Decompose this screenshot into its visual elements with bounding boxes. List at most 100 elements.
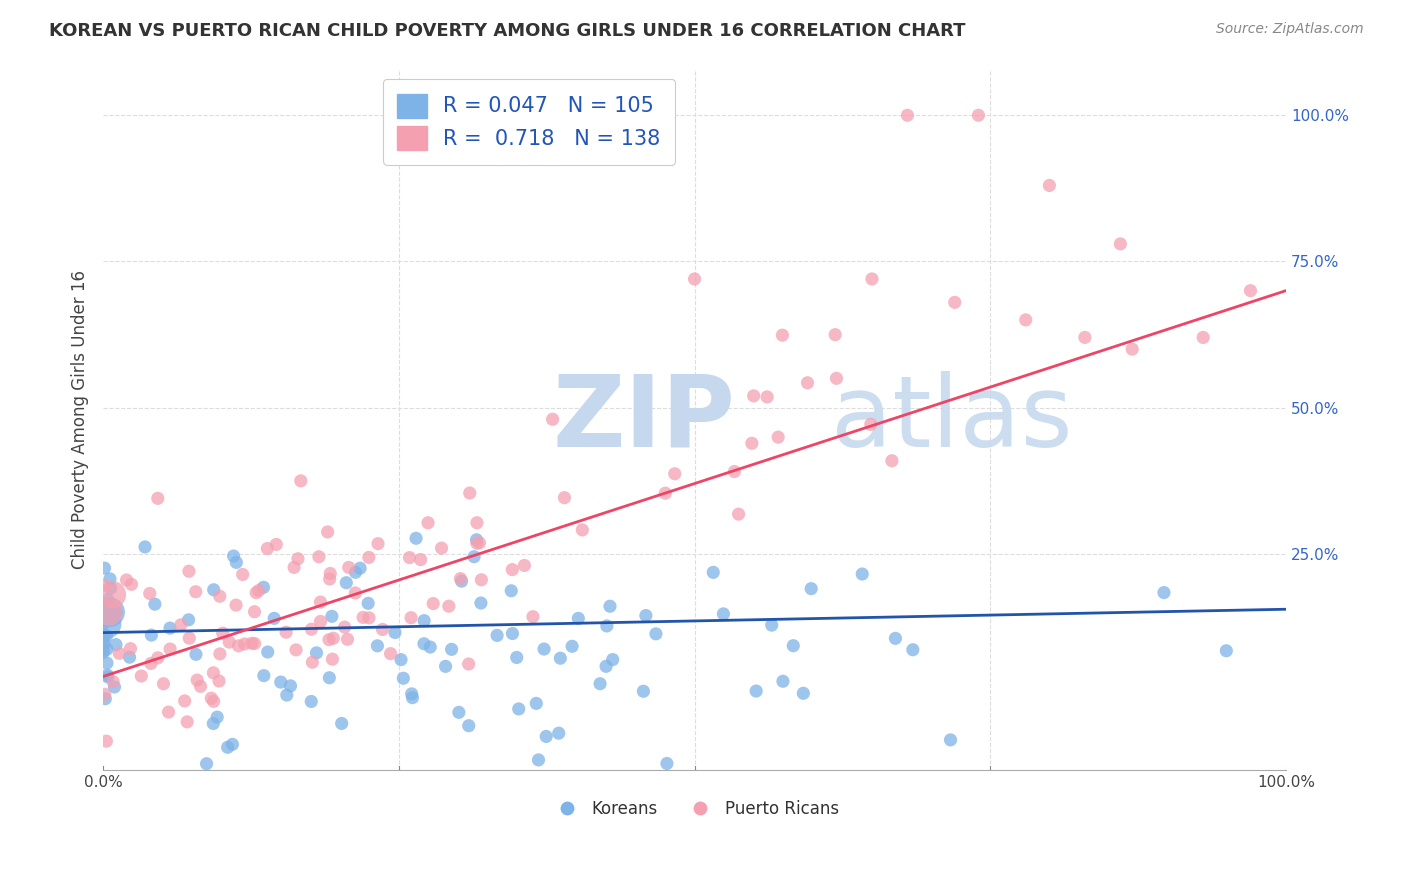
Point <box>299 622 322 636</box>
Point <box>501 563 523 577</box>
Point <box>222 549 245 563</box>
Point <box>105 605 128 619</box>
Point <box>274 625 297 640</box>
Point <box>91 616 114 631</box>
Point <box>93 561 115 575</box>
Point <box>190 679 212 693</box>
Point <box>218 635 240 649</box>
Point <box>177 564 200 578</box>
Point <box>1121 342 1143 356</box>
Point <box>860 272 883 286</box>
Point <box>880 454 903 468</box>
Point <box>413 614 436 628</box>
Point <box>159 621 181 635</box>
Point <box>184 584 207 599</box>
Point <box>280 679 302 693</box>
Point <box>727 507 749 521</box>
Text: ZIP: ZIP <box>553 371 735 467</box>
Point <box>208 589 231 603</box>
Point <box>440 642 463 657</box>
Point <box>100 581 122 595</box>
Point <box>202 582 225 597</box>
Text: Source: ZipAtlas.com: Source: ZipAtlas.com <box>1216 22 1364 37</box>
Point <box>305 646 328 660</box>
Point <box>202 694 225 708</box>
Point <box>221 737 243 751</box>
Point <box>232 567 254 582</box>
Point <box>93 635 115 649</box>
Point <box>141 628 163 642</box>
Point <box>655 756 678 771</box>
Point <box>654 486 676 500</box>
Point <box>176 714 198 729</box>
Point <box>170 617 193 632</box>
Point <box>1038 178 1060 193</box>
Point <box>896 108 918 122</box>
Point <box>413 637 436 651</box>
Point <box>283 560 305 574</box>
Point <box>513 558 536 573</box>
Point <box>131 669 153 683</box>
Point <box>121 577 143 591</box>
Point <box>741 436 763 450</box>
Point <box>205 710 228 724</box>
Point <box>308 549 330 564</box>
Point <box>465 536 488 550</box>
Point <box>457 719 479 733</box>
Point <box>93 628 115 642</box>
Point <box>146 491 169 506</box>
Point <box>437 599 460 614</box>
Point <box>321 652 343 666</box>
Point <box>247 583 270 598</box>
Point <box>761 618 783 632</box>
Point <box>195 756 218 771</box>
Point <box>146 651 169 665</box>
Point <box>330 716 353 731</box>
Point <box>98 605 121 619</box>
Point <box>859 417 882 432</box>
Point <box>772 674 794 689</box>
Point <box>567 611 589 625</box>
Point <box>450 574 472 589</box>
Point <box>344 586 367 600</box>
Point <box>770 328 793 343</box>
Point <box>468 536 491 550</box>
Point <box>401 690 423 705</box>
Point <box>287 551 309 566</box>
Point <box>256 541 278 556</box>
Point <box>664 467 686 481</box>
Point <box>139 657 162 671</box>
Point <box>299 694 322 708</box>
Point <box>184 648 207 662</box>
Point <box>120 641 142 656</box>
Point <box>825 371 848 385</box>
Point <box>333 620 356 634</box>
Point <box>901 642 924 657</box>
Point <box>800 582 823 596</box>
Point <box>792 686 814 700</box>
Point <box>240 636 263 650</box>
Point <box>550 651 572 665</box>
Point <box>602 652 624 666</box>
Point <box>266 537 288 551</box>
Point <box>1239 284 1261 298</box>
Point <box>152 677 174 691</box>
Point <box>200 691 222 706</box>
Point <box>96 642 118 657</box>
Point <box>527 753 550 767</box>
Point <box>506 650 529 665</box>
Point <box>533 642 555 657</box>
Point <box>252 580 274 594</box>
Point <box>943 295 966 310</box>
Point <box>211 626 233 640</box>
Point <box>96 629 118 643</box>
Point <box>634 608 657 623</box>
Point <box>851 567 873 582</box>
Point <box>208 673 231 688</box>
Point <box>101 588 124 602</box>
Point <box>173 694 195 708</box>
Point <box>742 389 765 403</box>
Point <box>93 639 115 653</box>
Point <box>967 108 990 122</box>
Point <box>553 491 575 505</box>
